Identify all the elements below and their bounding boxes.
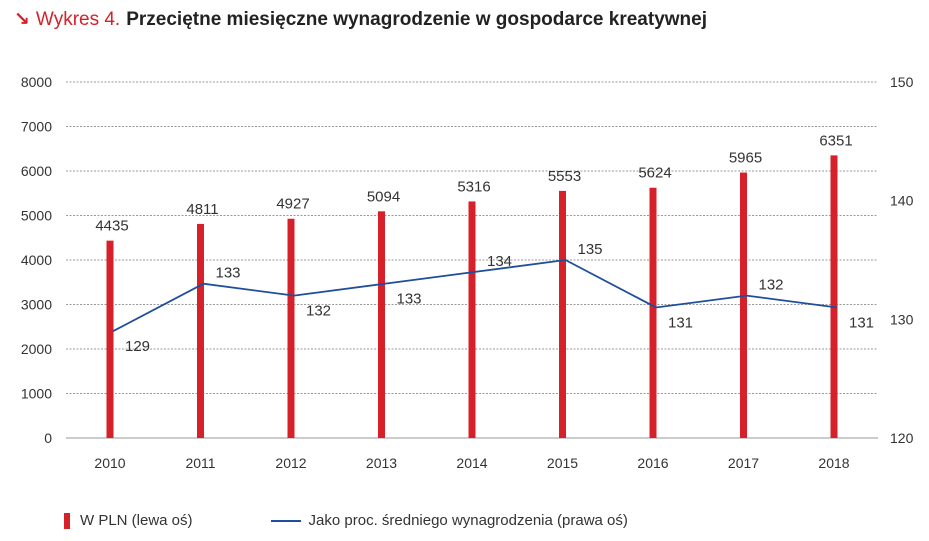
arrow-down-right-icon: ↘ [14,9,30,30]
legend-item-line: Jako proc. średniego wynagrodzenia (praw… [270,512,628,529]
bar-data-label: 5553 [548,168,581,185]
bar-data-label: 6351 [819,132,852,149]
line-data-label: 135 [578,241,603,258]
chart-number: Wykres 4. [35,9,121,30]
bar [649,187,657,438]
y-left-tick-label: 3000 [21,297,52,313]
bar-data-label: 4927 [276,196,309,213]
bar-data-label: 5624 [638,165,671,182]
legend-label-line: Jako proc. średniego wynagrodzenia (praw… [308,512,628,529]
bar [197,223,204,438]
y-right-tick-label: 150 [890,74,914,90]
legend-label-bars: W PLN (lewa oś) [80,512,193,529]
x-tick-label: 2010 [94,455,125,471]
x-tick-label: 2016 [637,455,668,471]
legend-item-bars: W PLN (lewa oś) [64,512,193,529]
line-series [112,259,838,332]
y-left-tick-label: 2000 [21,341,52,357]
bar-data-label: 5965 [729,150,762,167]
y-right-tick-label: 140 [890,193,914,209]
bar-data-label: 5094 [367,188,400,205]
bar [287,218,295,438]
bar [740,172,747,438]
x-tick-label: 2017 [728,455,759,471]
bar [559,190,566,438]
y-left-tick-label: 0 [44,430,52,446]
y-left-tick-label: 5000 [21,208,52,224]
legend: W PLN (lewa oś) Jako proc. średniego wyn… [64,512,628,529]
bar-data-label: 4435 [95,218,128,235]
chart-title: Przeciętne miesięczne wynagrodzenie w go… [126,9,707,30]
y-left-tick-label: 6000 [21,163,52,179]
bar [468,201,476,438]
x-tick-label: 2018 [818,455,849,471]
bar-data-label: 5316 [457,178,490,195]
y-right-tick-label: 130 [890,311,914,327]
y-left-tick-label: 1000 [21,386,52,402]
chart-title-row: ↘ Wykres 4. Przeciętne miesięczne wynagrod… [14,8,707,31]
bar [830,155,838,438]
line-data-label: 134 [487,253,512,270]
x-tick-label: 2011 [185,455,215,471]
line-data-label: 131 [668,314,693,331]
x-tick-label: 2012 [275,455,306,471]
x-tick-label: 2014 [456,455,487,471]
line-data-label: 129 [125,338,150,355]
line-data-label: 133 [216,265,241,282]
bar [106,240,114,438]
bar-data-label: 4811 [186,201,218,218]
y-left-tick-label: 7000 [21,119,52,135]
line-data-label: 132 [759,277,784,294]
legend-swatch-line [270,519,301,522]
y-left-tick-label: 8000 [21,74,52,90]
y-left-tick-label: 4000 [21,252,52,268]
y-right-tick-label: 120 [890,430,914,446]
line-data-label: 133 [397,291,422,308]
line-data-label: 131 [849,314,874,331]
line-data-label: 132 [306,303,331,320]
legend-swatch-bar [64,512,70,529]
x-tick-label: 2013 [366,455,397,471]
bar [378,211,385,438]
x-tick-label: 2015 [547,455,578,471]
